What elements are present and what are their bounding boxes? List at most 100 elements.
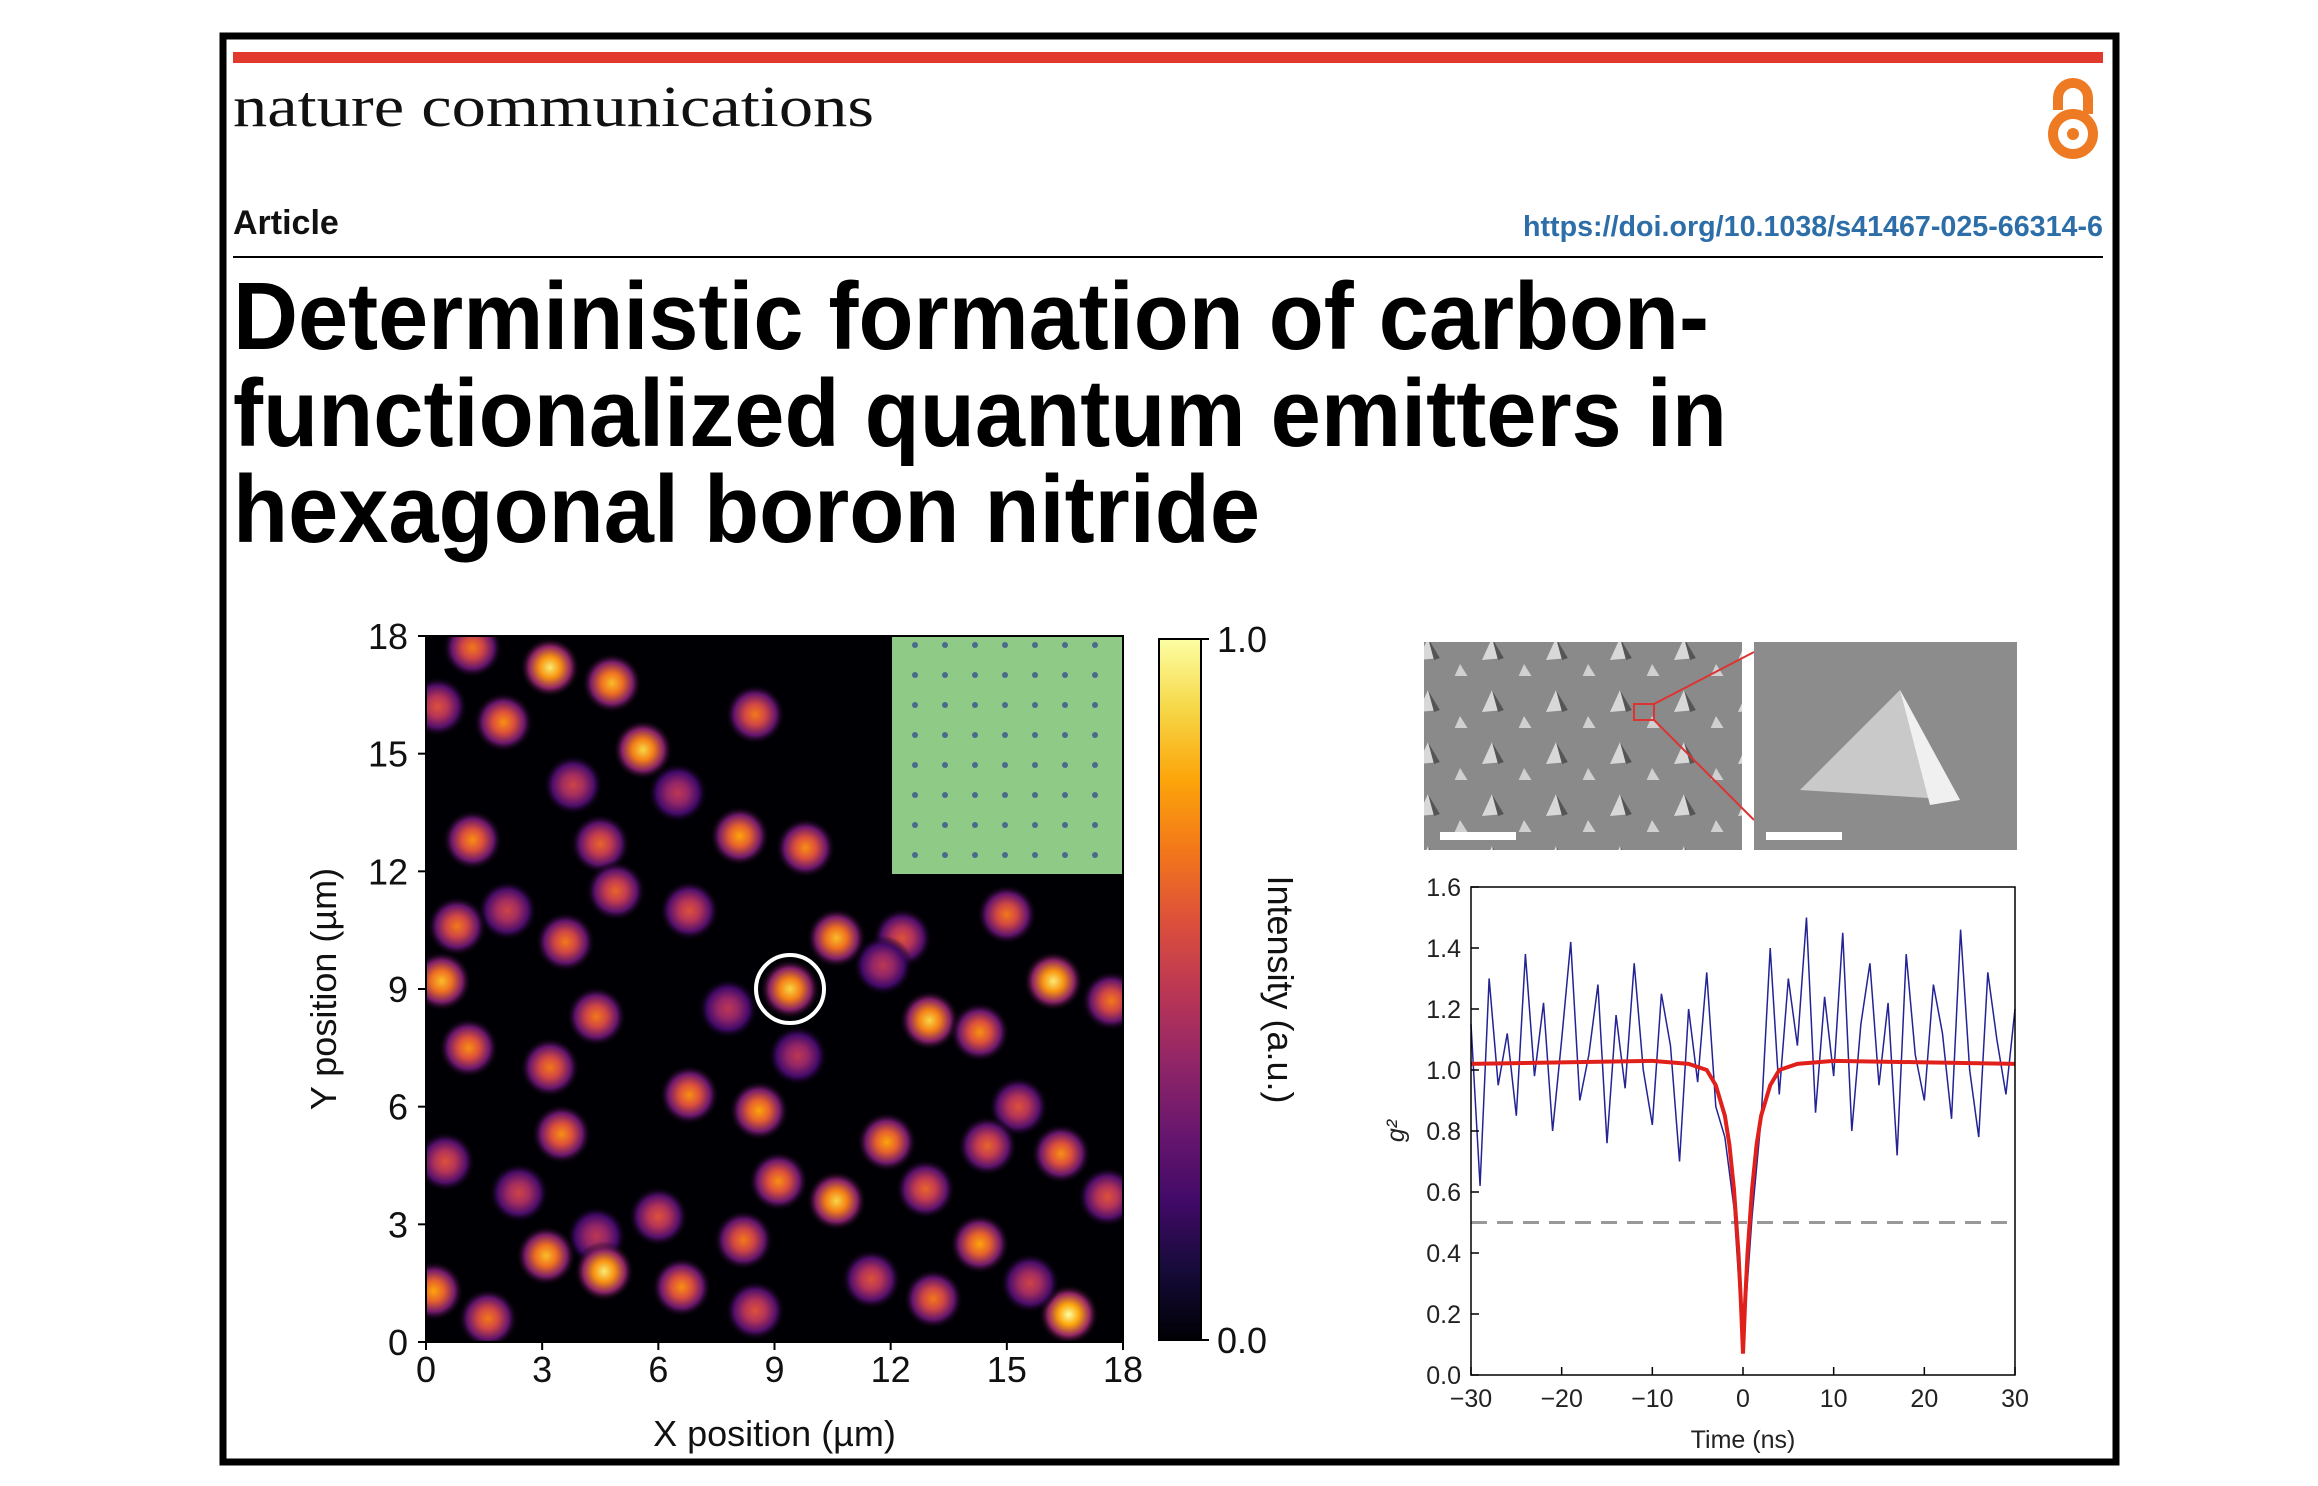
emitter-spot (531, 1104, 592, 1165)
plot-frame (425, 635, 1124, 1343)
emitter-spot (426, 896, 487, 957)
emitter-spot (659, 880, 720, 941)
y-tick-label: 1.6 (1426, 874, 1461, 902)
emitter-spot (581, 653, 642, 714)
y-tick-label: 1.2 (1426, 996, 1461, 1024)
y-tick-label: 0.4 (1426, 1240, 1461, 1268)
emitter-spot (748, 1151, 809, 1212)
y-axis-label: g² (1382, 1118, 1410, 1142)
emitter-spot (659, 1064, 720, 1125)
emitter-spot (713, 1210, 774, 1271)
y-tick-label: 0.6 (1426, 1179, 1461, 1207)
emitter-spot (1081, 970, 1123, 1031)
emitter-spot (698, 978, 759, 1039)
emitter-spot (574, 1241, 635, 1302)
x-tick-label: 3 (532, 1349, 552, 1390)
emitter-spot (426, 1261, 464, 1322)
highlight-circle (754, 953, 826, 1025)
sem-images (1424, 642, 2017, 850)
emitter-spot (976, 884, 1037, 945)
x-tick-label: 12 (871, 1349, 911, 1390)
colorbar-tick-label: 1.0 (1217, 619, 1267, 660)
emitter-spot (585, 860, 646, 921)
y-tick-label: 12 (368, 851, 408, 892)
emitter-spot (1077, 1166, 1123, 1227)
y-tick-label: 0.2 (1426, 1301, 1461, 1329)
emitter-spot (759, 959, 820, 1019)
emitter-spot (647, 762, 708, 823)
y-tick-label: 0 (388, 1322, 408, 1363)
x-tick-label: 0 (1736, 1385, 1750, 1413)
emitter-spot (488, 1162, 549, 1223)
x-tick-label: −20 (1540, 1385, 1582, 1413)
emitter-spot (852, 935, 913, 996)
journal: nature communications (233, 74, 874, 139)
emitter-spot (566, 986, 627, 1047)
emitter-spot (519, 637, 580, 698)
emitter-spot (516, 1225, 577, 1286)
emitter-spot (519, 1037, 580, 1098)
emitter-spot (457, 1288, 518, 1342)
emitter-spot (806, 1170, 867, 1231)
emitter-spot (628, 1186, 689, 1247)
y-tick-label: 0.8 (1426, 1118, 1461, 1146)
title-line: hexagonal boron nitride (233, 456, 1260, 563)
y-tick-label: 9 (388, 969, 408, 1010)
accent-bar (233, 52, 2103, 63)
y-tick-label: 6 (388, 1087, 408, 1128)
frame (219, 32, 2120, 1466)
doi-link[interactable]: https://doi.org/10.1038/s41467-025-66314… (1523, 211, 2103, 243)
x-tick-label: 10 (1820, 1385, 1848, 1413)
emitter-spot (729, 1080, 790, 1141)
x-tick-label: 0 (416, 1349, 436, 1390)
colorbar-label: Intensity (a.u.) (1260, 875, 1301, 1103)
y-tick-label: 3 (388, 1204, 408, 1245)
x-tick-label: 15 (987, 1349, 1027, 1390)
emitter-spot (543, 755, 604, 816)
emitter-spot (903, 1268, 964, 1329)
emitter-spot (442, 636, 503, 678)
emitter-spot (570, 813, 631, 874)
emitter-spot (1023, 951, 1084, 1012)
open-access-icon (2048, 78, 2098, 159)
x-tick-label: 9 (764, 1349, 784, 1390)
emitter-spot (1000, 1253, 1061, 1314)
emitter-spot (709, 806, 770, 867)
x-tick-label: 20 (1910, 1385, 1938, 1413)
title-line: Deterministic formation of carbon- (233, 263, 1709, 370)
emitter-spot (477, 880, 538, 941)
x-tick-label: −30 (1450, 1385, 1492, 1413)
emitter-spot (899, 990, 960, 1051)
article-type: Article (233, 204, 339, 242)
x-axis-label: X position (µm) (653, 1413, 896, 1454)
emitter-spot (535, 911, 596, 972)
emitter-spot (895, 1159, 956, 1220)
y-tick-label: 0.0 (1426, 1362, 1461, 1390)
emitter-spot (949, 1002, 1010, 1063)
x-tick-label: 18 (1103, 1349, 1143, 1390)
x-tick-label: 30 (2001, 1385, 2029, 1413)
x-tick-label: 6 (648, 1349, 668, 1390)
y-tick-label: 1.0 (1426, 1057, 1461, 1085)
y-tick-label: 1.4 (1426, 935, 1461, 963)
emitter-spot (1031, 1123, 1092, 1184)
emitter-spot (442, 809, 503, 870)
emitter-spot (426, 951, 472, 1012)
x-axis-label: Time (ns) (1691, 1426, 1796, 1454)
y-tick-label: 15 (368, 734, 408, 775)
open-access-dot (2067, 128, 2079, 140)
emitter-spot (651, 1257, 712, 1318)
emitter-spot (426, 1131, 476, 1192)
colorbar-tick-label: 0.0 (1217, 1320, 1267, 1361)
optical-inset (892, 636, 1123, 874)
y-tick-label: 18 (368, 616, 408, 657)
emitter-spot (957, 1115, 1018, 1176)
emitter-spot (806, 908, 867, 969)
emitter-spot (725, 1280, 786, 1341)
emitter-spot (841, 1249, 902, 1310)
emitter-spot (426, 676, 468, 737)
colorbar (1158, 638, 1202, 1341)
series-line (1470, 1058, 2016, 1354)
emitter-spot (725, 684, 786, 745)
